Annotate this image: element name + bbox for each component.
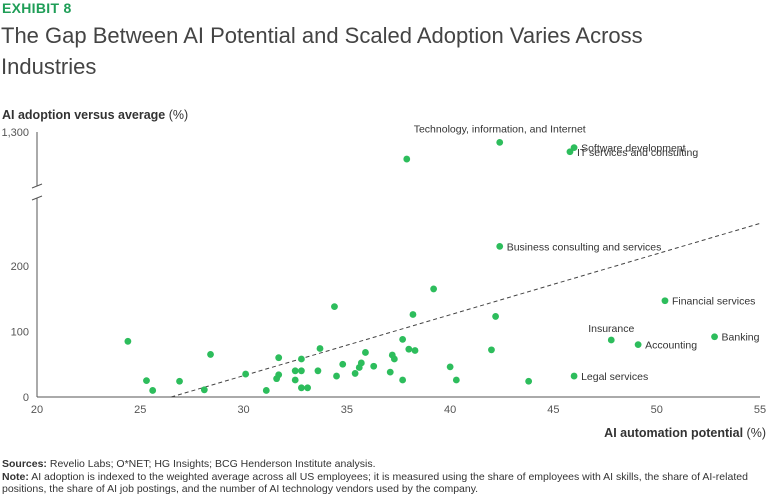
data-point [314,367,322,375]
note-line: Note: AI adoption is indexed to the weig… [2,471,766,496]
data-point [262,387,270,394]
data-point [570,372,578,380]
sources-text: Revelio Labs; O*NET; HG Insights; BCG He… [49,458,376,470]
point-label: Financial services [672,296,755,308]
x-tick-label: 35 [341,404,353,416]
x-tick-label: 30 [237,404,249,416]
data-point [711,333,718,341]
data-point [339,360,347,368]
y-tick-label: 1,300 [1,127,29,139]
point-label: Software development [581,143,686,155]
x-axis-unit: (%) [746,426,766,440]
data-point [525,377,533,385]
data-point [275,354,283,362]
x-tick-label: 55 [754,404,766,416]
note-label: Note: [2,470,29,483]
footnotes: Sources: Revelio Labs; O*NET; HG Insight… [2,458,766,496]
y-axis-break-mark [31,195,43,201]
note-text: AI adoption is indexed to the weighted a… [2,470,748,496]
data-point [661,297,669,305]
data-point [316,345,324,352]
data-point [370,362,378,370]
data-point [298,367,305,375]
points-group [124,139,718,394]
data-point [492,313,499,320]
data-point [149,387,157,394]
data-point [386,368,394,376]
data-point [411,347,419,354]
y-axis-unit: (%) [168,108,189,122]
data-point [566,148,574,156]
data-point [607,336,615,344]
y-axis-title: AI adoption versus average [2,108,166,122]
x-tick-label: 20 [31,404,43,416]
data-point [496,242,504,250]
point-label: Accounting [645,340,697,352]
point-labels-group: Technology, information, and Internet Sof… [414,123,760,383]
data-point [291,367,299,375]
point-label: Insurance [588,323,634,335]
data-point [200,386,208,394]
data-point [331,303,338,311]
exhibit-label: EXHIBIT 8 [2,0,72,16]
x-tick-label: 25 [134,404,146,416]
data-point [409,311,417,318]
data-point [298,384,305,392]
x-axis-label: AI automation potential (%) [604,426,766,440]
data-point [403,155,411,163]
data-point [333,372,340,380]
data-point [362,349,369,356]
data-point [355,364,363,371]
data-point [405,345,413,353]
y-tick-label: 100 [11,327,29,339]
point-label: Legal services [581,371,648,383]
data-point [496,139,504,146]
data-point [304,384,312,392]
data-point [242,370,250,378]
data-point [273,375,281,383]
data-point [207,351,214,358]
x-axis-title: AI automation potential [604,426,744,440]
data-point [452,376,460,384]
data-point [430,285,438,293]
data-point [446,363,454,371]
sources-line: Sources: Revelio Labs; O*NET; HG Insight… [2,458,766,471]
data-point [298,355,305,363]
data-point [176,377,183,385]
x-tick-label: 50 [651,404,663,416]
x-tick-label: 45 [547,404,559,416]
point-label: Banking [722,332,760,344]
y-tick-label: 200 [11,261,29,273]
data-point [570,144,578,152]
x-tick-label: 40 [444,404,456,416]
data-point [351,370,359,377]
trendline-group [171,222,761,398]
data-point [390,355,398,363]
data-point [291,376,299,384]
y-axis-break-mark [31,183,43,189]
data-point [399,376,407,384]
sources-label: Sources: [2,458,47,470]
data-point [143,377,150,385]
data-point [488,346,495,354]
data-point [399,335,407,343]
axes: 20 25 30 35 40 45 50 55 0 100 200 1,300 [1,127,766,416]
trendline [171,222,761,398]
point-label: Business consulting and services [507,241,662,253]
data-point [124,337,132,345]
chart-title: The Gap Between AI Potential and Scaled … [1,23,643,79]
y-tick-label: 0 [23,392,29,404]
data-point [634,341,642,348]
point-label: Technology, information, and Internet [414,123,586,135]
point-label: IT services and consulting [577,147,698,159]
y-axis-label: AI adoption versus average (%) [2,108,188,122]
